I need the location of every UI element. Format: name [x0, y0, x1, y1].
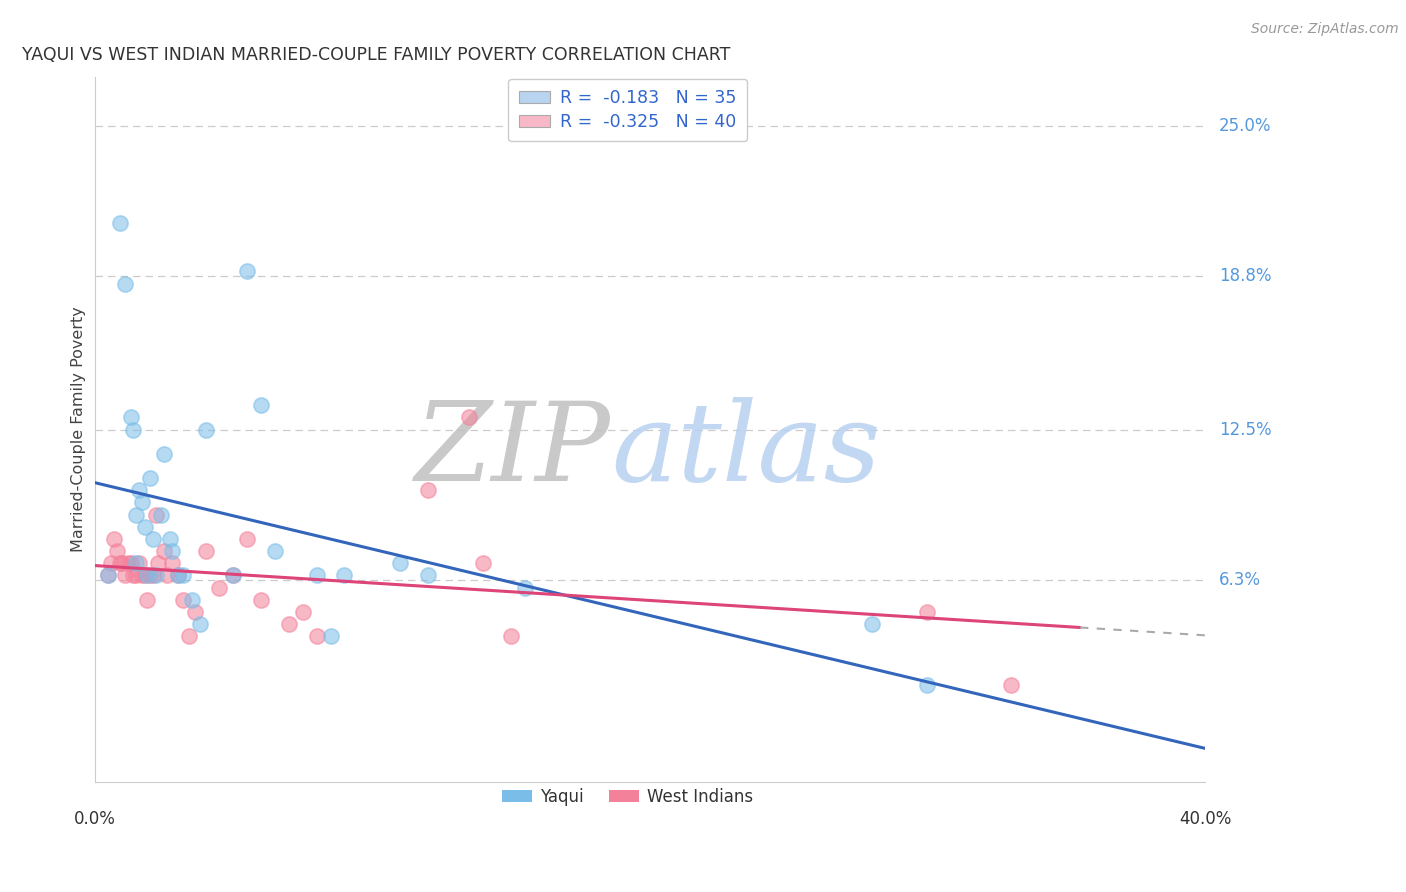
- Point: [103, 532, 125, 546]
- Point: [159, 532, 181, 546]
- Point: [153, 544, 176, 558]
- Text: 18.8%: 18.8%: [1219, 268, 1271, 285]
- Text: 0.0%: 0.0%: [73, 810, 115, 828]
- Point: [917, 605, 939, 619]
- Point: [416, 568, 439, 582]
- Point: [125, 556, 148, 570]
- Point: [122, 423, 145, 437]
- Point: [388, 556, 411, 570]
- Text: 25.0%: 25.0%: [1219, 117, 1271, 135]
- Point: [128, 483, 150, 498]
- Point: [250, 398, 273, 412]
- Point: [194, 423, 217, 437]
- Point: [250, 592, 273, 607]
- Point: [183, 605, 205, 619]
- Point: [120, 410, 142, 425]
- Point: [97, 568, 120, 582]
- Point: [97, 568, 120, 582]
- Point: [222, 568, 245, 582]
- Point: [114, 568, 136, 582]
- Point: [136, 592, 159, 607]
- Point: [156, 568, 179, 582]
- Text: atlas: atlas: [612, 397, 880, 505]
- Text: 6.3%: 6.3%: [1219, 571, 1261, 590]
- Point: [108, 556, 131, 570]
- Point: [194, 544, 217, 558]
- Point: [145, 508, 167, 522]
- Text: ZIP: ZIP: [415, 397, 612, 505]
- Point: [125, 508, 148, 522]
- Point: [148, 556, 170, 570]
- Point: [125, 568, 148, 582]
- Y-axis label: Married-Couple Family Poverty: Married-Couple Family Poverty: [72, 307, 86, 552]
- Point: [513, 581, 536, 595]
- Point: [499, 629, 522, 643]
- Point: [111, 556, 134, 570]
- Point: [166, 568, 188, 582]
- Point: [105, 544, 128, 558]
- Point: [472, 556, 495, 570]
- Text: Source: ZipAtlas.com: Source: ZipAtlas.com: [1251, 22, 1399, 37]
- Point: [180, 592, 202, 607]
- Point: [139, 568, 162, 582]
- Point: [166, 568, 188, 582]
- Point: [222, 568, 245, 582]
- Point: [319, 629, 342, 643]
- Point: [114, 277, 136, 291]
- Point: [128, 556, 150, 570]
- Point: [264, 544, 287, 558]
- Point: [139, 471, 162, 485]
- Point: [134, 568, 156, 582]
- Point: [136, 568, 159, 582]
- Point: [122, 568, 145, 582]
- Point: [162, 556, 184, 570]
- Point: [145, 568, 167, 582]
- Point: [100, 556, 122, 570]
- Legend: Yaqui, West Indians: Yaqui, West Indians: [495, 781, 759, 813]
- Point: [131, 495, 153, 509]
- Point: [291, 605, 314, 619]
- Point: [188, 617, 211, 632]
- Text: 40.0%: 40.0%: [1178, 810, 1232, 828]
- Point: [333, 568, 356, 582]
- Point: [172, 568, 194, 582]
- Point: [305, 568, 328, 582]
- Point: [172, 592, 194, 607]
- Point: [153, 447, 176, 461]
- Point: [917, 678, 939, 692]
- Text: 12.5%: 12.5%: [1219, 420, 1271, 439]
- Point: [142, 532, 165, 546]
- Point: [208, 581, 231, 595]
- Point: [305, 629, 328, 643]
- Point: [162, 544, 184, 558]
- Point: [134, 520, 156, 534]
- Point: [860, 617, 883, 632]
- Point: [142, 568, 165, 582]
- Point: [236, 264, 259, 278]
- Point: [131, 568, 153, 582]
- Point: [416, 483, 439, 498]
- Point: [458, 410, 481, 425]
- Text: YAQUI VS WEST INDIAN MARRIED-COUPLE FAMILY POVERTY CORRELATION CHART: YAQUI VS WEST INDIAN MARRIED-COUPLE FAMI…: [22, 46, 731, 64]
- Point: [150, 508, 173, 522]
- Point: [117, 556, 139, 570]
- Point: [277, 617, 299, 632]
- Point: [108, 216, 131, 230]
- Point: [236, 532, 259, 546]
- Point: [120, 556, 142, 570]
- Point: [1000, 678, 1022, 692]
- Point: [177, 629, 200, 643]
